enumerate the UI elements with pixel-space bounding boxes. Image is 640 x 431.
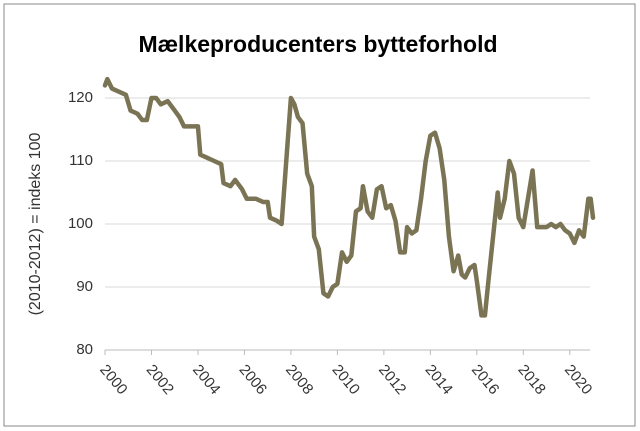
line-series [102, 76, 596, 318]
chart-title: Mælkeproducenters bytteforhold [138, 31, 497, 57]
y-tick-label: 80 [76, 341, 93, 358]
y-tick-label: 110 [69, 152, 93, 169]
frame [3, 3, 636, 427]
y-axis-label: (2010-2012) = indeks 100 [27, 133, 44, 316]
y-tick-label: 90 [76, 278, 93, 295]
y-tick-label: 100 [68, 215, 93, 232]
y-tick-label: 120 [68, 89, 93, 106]
